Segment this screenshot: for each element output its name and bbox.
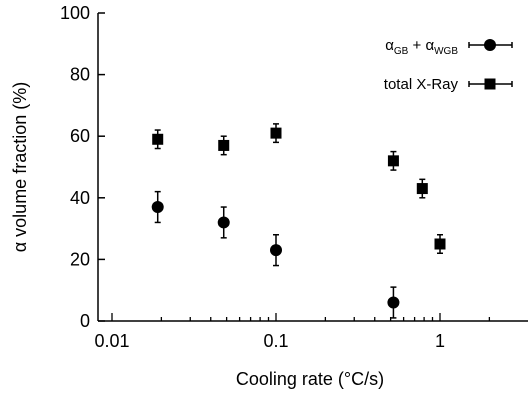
legend-subscript: GB	[394, 46, 409, 57]
data-point-circle	[151, 201, 164, 214]
legend-marker-square	[484, 78, 496, 90]
legend-text-part: α	[385, 37, 394, 54]
y-axis-title: α volume fraction (%)	[10, 82, 30, 252]
x-tick-label: 1	[435, 331, 445, 351]
data-point-square	[387, 155, 399, 167]
data-point-circle	[270, 244, 282, 257]
plot-area	[98, 13, 528, 321]
data-marks	[151, 123, 446, 319]
data-point-square	[434, 238, 446, 250]
axes	[97, 13, 528, 322]
y-tick-label: 100	[60, 3, 90, 23]
data-point-circle	[217, 216, 230, 229]
legend-text-part: α	[425, 37, 434, 54]
x-tick-label: 0.01	[94, 331, 129, 351]
data-point-circle	[387, 296, 400, 309]
legend-label: αGB + αWGB	[385, 37, 458, 57]
data-point-square	[416, 183, 428, 195]
y-tick-label: 20	[70, 249, 90, 269]
x-axis-title: Cooling rate (°C/s)	[236, 369, 384, 389]
x-axis-ticks: 0.01 0.1 1	[94, 313, 491, 351]
x-tick-label: 0.1	[263, 331, 288, 351]
legend-label: total X-Ray	[384, 76, 459, 93]
legend-subscript: WGB	[434, 46, 458, 57]
y-tick-label: 60	[70, 126, 90, 146]
y-tick-label: 80	[70, 65, 90, 85]
data-point-square	[218, 139, 230, 151]
legend-text-part: +	[408, 37, 425, 54]
data-point-square	[270, 127, 282, 139]
y-tick-label: 40	[70, 188, 90, 208]
y-axis-ticks: 0 20 40 60 80 100	[60, 3, 105, 331]
legend-marker-circle	[484, 39, 496, 51]
y-tick-label: 0	[80, 311, 90, 331]
data-point-square	[152, 133, 164, 145]
